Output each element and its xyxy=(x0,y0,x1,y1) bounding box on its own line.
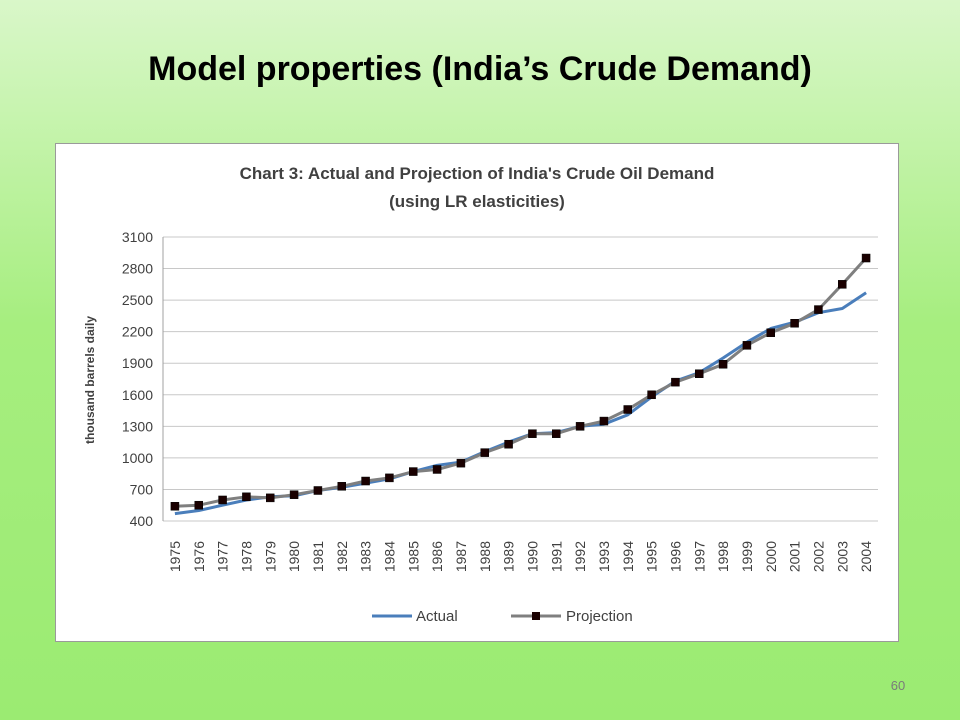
series-line-actual xyxy=(174,291,867,516)
x-tick-label: 1993 xyxy=(596,541,612,572)
legend-item-projection: Projection xyxy=(511,608,633,625)
data-point xyxy=(528,429,537,438)
y-tick-label: 2800 xyxy=(122,261,153,277)
x-tick-label: 1992 xyxy=(572,541,588,572)
x-tick-label: 1984 xyxy=(381,541,397,572)
y-tick-label: 700 xyxy=(130,481,154,497)
slide-title: Model properties (India’s Crude Demand) xyxy=(148,50,812,88)
legend-marker xyxy=(532,612,540,620)
data-point xyxy=(671,377,680,387)
x-tick-label: 2002 xyxy=(810,541,826,572)
x-tick-label: 2001 xyxy=(787,541,803,572)
gridlines xyxy=(162,236,878,522)
x-tick-label: 1998 xyxy=(715,541,731,572)
data-point xyxy=(838,280,847,289)
x-tick-label: 1996 xyxy=(667,541,683,572)
y-tick-label: 2200 xyxy=(122,324,153,340)
x-tick-label: 1987 xyxy=(453,541,469,572)
x-tick-label: 1988 xyxy=(477,541,493,572)
x-tick-label: 1986 xyxy=(429,541,445,572)
data-point xyxy=(647,390,656,400)
data-point xyxy=(194,500,203,510)
chart-title-line-2: (using LR elasticities) xyxy=(389,192,565,211)
y-tick-label: 2500 xyxy=(122,292,153,308)
data-point xyxy=(218,495,227,505)
y-tick-label: 1600 xyxy=(122,387,153,403)
x-tick-label: 1994 xyxy=(620,541,636,572)
x-tick-label: 1977 xyxy=(215,541,231,572)
page-number: 60 xyxy=(890,678,906,693)
x-tick-label: 1995 xyxy=(644,541,660,572)
series-projection xyxy=(170,253,871,511)
data-point xyxy=(289,490,299,499)
legend-item-actual: Actual xyxy=(372,608,458,625)
data-point xyxy=(361,476,370,486)
x-axis-ticks: 1975 1976 1977 1978 1979 1980 1981 1982 1983 1984… xyxy=(167,541,874,572)
data-point xyxy=(480,448,489,457)
data-point xyxy=(170,502,180,511)
series xyxy=(170,253,871,516)
data-point xyxy=(861,253,871,263)
x-tick-label: 1982 xyxy=(334,541,350,572)
data-point xyxy=(695,369,704,378)
y-axis-title: thousand barrels daily xyxy=(83,316,97,444)
series-line-projection xyxy=(174,256,868,508)
y-tick-label: 3100 xyxy=(122,229,153,245)
series-actual xyxy=(174,291,867,516)
data-point xyxy=(242,492,251,502)
x-tick-label: 1989 xyxy=(501,541,517,572)
data-point xyxy=(504,439,513,449)
data-point xyxy=(575,422,585,431)
line-chart: Chart 3: Actual and Projection of India'… xyxy=(83,164,878,625)
data-point xyxy=(766,328,775,337)
data-point xyxy=(742,341,752,350)
y-tick-label: 1000 xyxy=(122,450,153,466)
x-tick-label: 1976 xyxy=(191,541,207,572)
data-point xyxy=(718,360,728,369)
data-point xyxy=(814,305,823,314)
x-tick-label: 1991 xyxy=(548,541,564,572)
x-tick-label: 1983 xyxy=(358,541,374,572)
x-tick-label: 2003 xyxy=(834,541,850,572)
x-tick-label: 2000 xyxy=(763,541,779,572)
data-point xyxy=(623,405,632,414)
chart-frame: Chart 3: Actual and Projection of India'… xyxy=(55,143,899,642)
data-point xyxy=(552,429,561,438)
data-point xyxy=(385,473,394,483)
legend: Actual Projection xyxy=(372,608,633,625)
data-point xyxy=(599,416,609,426)
data-point xyxy=(432,465,442,474)
data-point xyxy=(456,458,466,468)
x-tick-label: 2004 xyxy=(858,541,874,572)
data-point xyxy=(790,319,799,328)
x-tick-label: 1997 xyxy=(691,541,707,572)
chart-title-line-1: Chart 3: Actual and Projection of India'… xyxy=(240,164,715,183)
x-tick-label: 1985 xyxy=(405,541,421,572)
data-point xyxy=(313,486,323,495)
x-tick-label: 1999 xyxy=(739,541,755,572)
x-tick-label: 1990 xyxy=(524,541,540,572)
x-tick-label: 1975 xyxy=(167,541,183,572)
x-tick-label: 1980 xyxy=(286,541,302,572)
data-point xyxy=(337,482,346,491)
legend-label: Actual xyxy=(416,608,458,625)
data-point xyxy=(409,467,418,476)
x-tick-label: 1978 xyxy=(238,541,254,572)
y-axis-ticks: 400 700 1000 1300 1600 1900 2200 2500 2800 3100 xyxy=(122,229,153,529)
y-tick-label: 1300 xyxy=(122,418,153,434)
y-tick-label: 1900 xyxy=(122,355,153,371)
x-tick-label: 1981 xyxy=(310,541,326,572)
data-point xyxy=(266,493,275,503)
y-tick-label: 400 xyxy=(130,513,154,529)
x-tick-label: 1979 xyxy=(262,541,278,572)
legend-label: Projection xyxy=(566,608,633,625)
